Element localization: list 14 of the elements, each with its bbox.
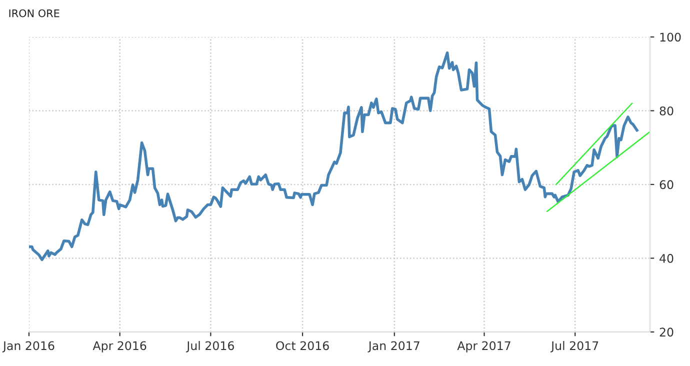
x-tick-label: Jul 2017 bbox=[550, 340, 598, 352]
x-tick-label: Apr 2017 bbox=[457, 341, 510, 352]
x-tick-label: Jan 2016 bbox=[2, 341, 54, 352]
line-series bbox=[28, 51, 638, 262]
y-tick-label: 100 bbox=[660, 32, 681, 42]
y-tick-label: 80 bbox=[660, 106, 674, 116]
x-tick-label: Jul 2016 bbox=[186, 340, 234, 352]
y-tick-label: 60 bbox=[660, 180, 674, 190]
x-tick-label: Jan 2017 bbox=[368, 341, 420, 352]
y-tick-label: 40 bbox=[660, 254, 674, 263]
x-tick-label: Apr 2016 bbox=[92, 341, 146, 352]
chart-title: IRON ORE bbox=[9, 9, 60, 18]
y-tick-label: 20 bbox=[660, 328, 674, 337]
x-tick-label: Oct 2016 bbox=[276, 341, 329, 350]
